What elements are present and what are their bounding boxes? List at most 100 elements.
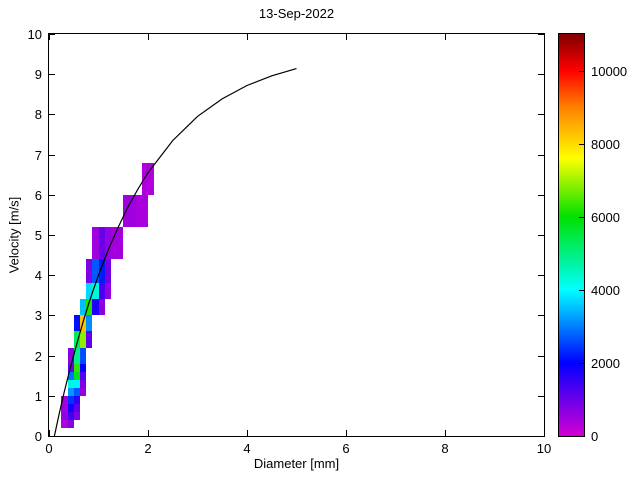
x-tick-label: 4 <box>243 441 251 456</box>
plot-area <box>48 33 545 437</box>
colorbar-tick-label: 6000 <box>591 209 620 225</box>
tick-mark <box>538 74 544 75</box>
y-tick-label: 7 <box>34 147 42 163</box>
heatmap-cell <box>73 315 80 332</box>
tick-mark <box>346 430 347 436</box>
heatmap-cell <box>86 259 93 284</box>
heatmap-cell <box>86 299 93 316</box>
colorbar-tick-mark <box>579 217 584 218</box>
tick-mark <box>49 195 55 196</box>
heatmap-cell <box>98 283 105 300</box>
y-tick-label: 4 <box>34 268 42 284</box>
colorbar-tick-label: 4000 <box>591 282 620 298</box>
tick-mark <box>49 155 55 156</box>
tick-mark <box>538 275 544 276</box>
x-tick-label: 0 <box>45 441 53 456</box>
heatmap-cell <box>67 403 74 412</box>
y-tick-label: 9 <box>34 67 42 83</box>
heatmap-cell <box>86 331 93 348</box>
colorbar-tick-mark <box>579 144 584 145</box>
heatmap-cell <box>92 299 99 316</box>
heatmap-cell <box>110 226 124 260</box>
y-tick-label: 8 <box>34 107 42 123</box>
x-tick-label: 8 <box>441 441 449 456</box>
heatmap-cell <box>104 259 111 284</box>
terminal-velocity-curve <box>53 68 297 436</box>
tick-mark <box>544 34 545 40</box>
tick-mark <box>538 195 544 196</box>
y-tick-label: 2 <box>34 348 42 364</box>
heatmap-cell <box>79 379 87 388</box>
x-axis-label: Diameter [mm] <box>253 456 340 471</box>
x-tick-label: 10 <box>536 441 552 456</box>
heatmap-cell <box>67 347 74 364</box>
colorbar-tick-label: 0 <box>591 429 599 444</box>
heatmap-cell <box>73 411 80 420</box>
tick-mark <box>49 235 55 236</box>
heatmap-cell <box>98 259 105 284</box>
tick-mark <box>346 34 347 40</box>
colorbar <box>558 33 585 437</box>
tick-mark <box>538 436 544 437</box>
heatmap-cell <box>67 411 74 420</box>
tick-mark <box>538 114 544 115</box>
tick-mark <box>544 430 545 436</box>
heatmap-cell <box>135 194 148 227</box>
heatmap-cell <box>73 347 80 364</box>
heatmap-cell <box>73 403 80 412</box>
heatmap-cell <box>98 226 105 260</box>
heatmap-cell <box>73 331 80 348</box>
tick-mark <box>49 275 55 276</box>
tick-mark <box>49 430 50 436</box>
curve-svg <box>53 68 297 436</box>
x-tick-label: 2 <box>144 441 152 456</box>
tick-mark <box>538 356 544 357</box>
heatmap-cell <box>141 162 155 195</box>
y-tick-label: 1 <box>34 388 42 404</box>
heatmap-cell <box>79 331 87 348</box>
tick-mark <box>49 356 55 357</box>
tick-mark <box>148 34 149 40</box>
tick-mark <box>247 34 248 40</box>
heatmap-cell <box>67 419 74 428</box>
heatmap-cell <box>79 299 87 316</box>
tick-mark <box>538 155 544 156</box>
heatmap-cell <box>79 387 87 396</box>
tick-mark <box>49 114 55 115</box>
tick-mark <box>538 396 544 397</box>
heatmap-cell <box>67 379 74 388</box>
colorbar-tick-label: 2000 <box>591 355 620 371</box>
tick-mark <box>49 34 50 40</box>
colorbar-tick-mark <box>579 436 584 437</box>
heatmap-cell <box>73 395 80 404</box>
colorbar-tick-mark <box>579 71 584 72</box>
heatmap-cell <box>92 226 99 260</box>
heatmap-cell <box>73 363 80 372</box>
tick-mark <box>49 74 55 75</box>
heatmap-cell <box>61 411 68 420</box>
heatmap-cell <box>61 403 68 412</box>
y-tick-label: 5 <box>34 228 42 243</box>
y-tick-label: 10 <box>27 27 42 42</box>
tick-mark <box>445 34 446 40</box>
tick-mark <box>445 430 446 436</box>
colorbar-tick-label: 10000 <box>591 63 628 79</box>
y-tick-label: 6 <box>34 187 42 203</box>
tick-mark <box>49 436 55 437</box>
heatmap-cell <box>73 387 80 396</box>
heatmap-cell <box>67 387 74 396</box>
tick-mark <box>49 34 55 35</box>
y-tick-label: 3 <box>34 308 42 324</box>
heatmap-cell <box>79 363 87 372</box>
heatmap-cell <box>79 371 87 380</box>
colorbar-tick-mark <box>579 363 584 364</box>
tick-mark <box>148 430 149 436</box>
chart-title: 13-Sep-2022 <box>258 6 335 21</box>
tick-mark <box>247 430 248 436</box>
colorbar-tick-mark <box>579 290 584 291</box>
heatmap-cell <box>86 283 93 300</box>
colorbar-tick-label: 8000 <box>591 136 620 152</box>
y-tick-label: 0 <box>34 429 42 444</box>
heatmap-cell <box>67 395 74 404</box>
